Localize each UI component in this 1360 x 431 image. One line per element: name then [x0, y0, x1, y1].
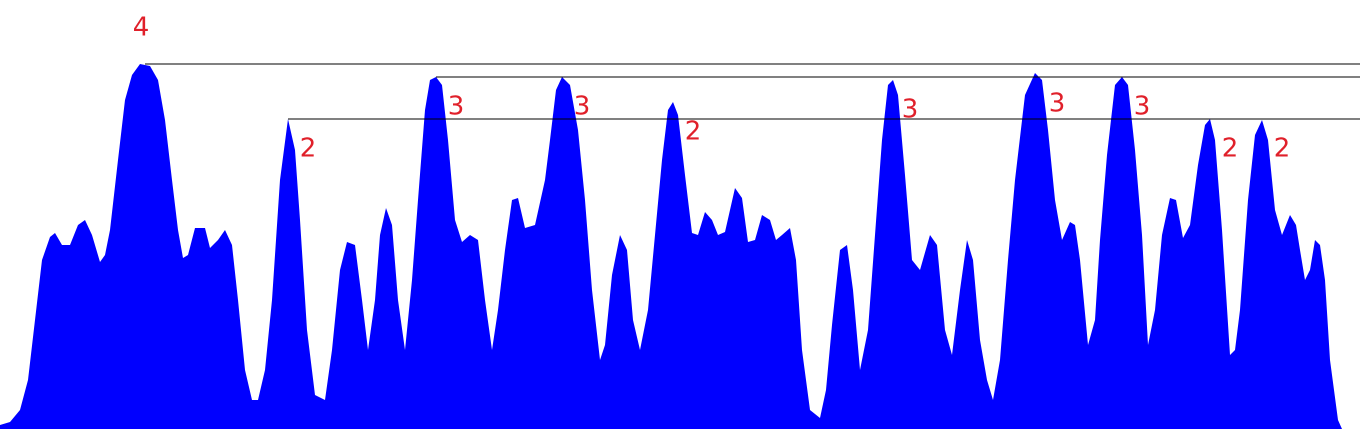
peak-label: 3: [902, 95, 919, 125]
area: [0, 64, 1342, 429]
peak-label: 2: [685, 117, 702, 147]
peak-label: 3: [1134, 92, 1151, 122]
peak-label: 2: [1274, 134, 1291, 164]
peak-label: 2: [1222, 134, 1239, 164]
peak-label: 4: [133, 13, 150, 43]
peak-label: 3: [448, 92, 465, 122]
peak-label: 3: [574, 92, 591, 122]
peak-label: 2: [300, 134, 317, 164]
peak-label: 3: [1049, 89, 1066, 119]
